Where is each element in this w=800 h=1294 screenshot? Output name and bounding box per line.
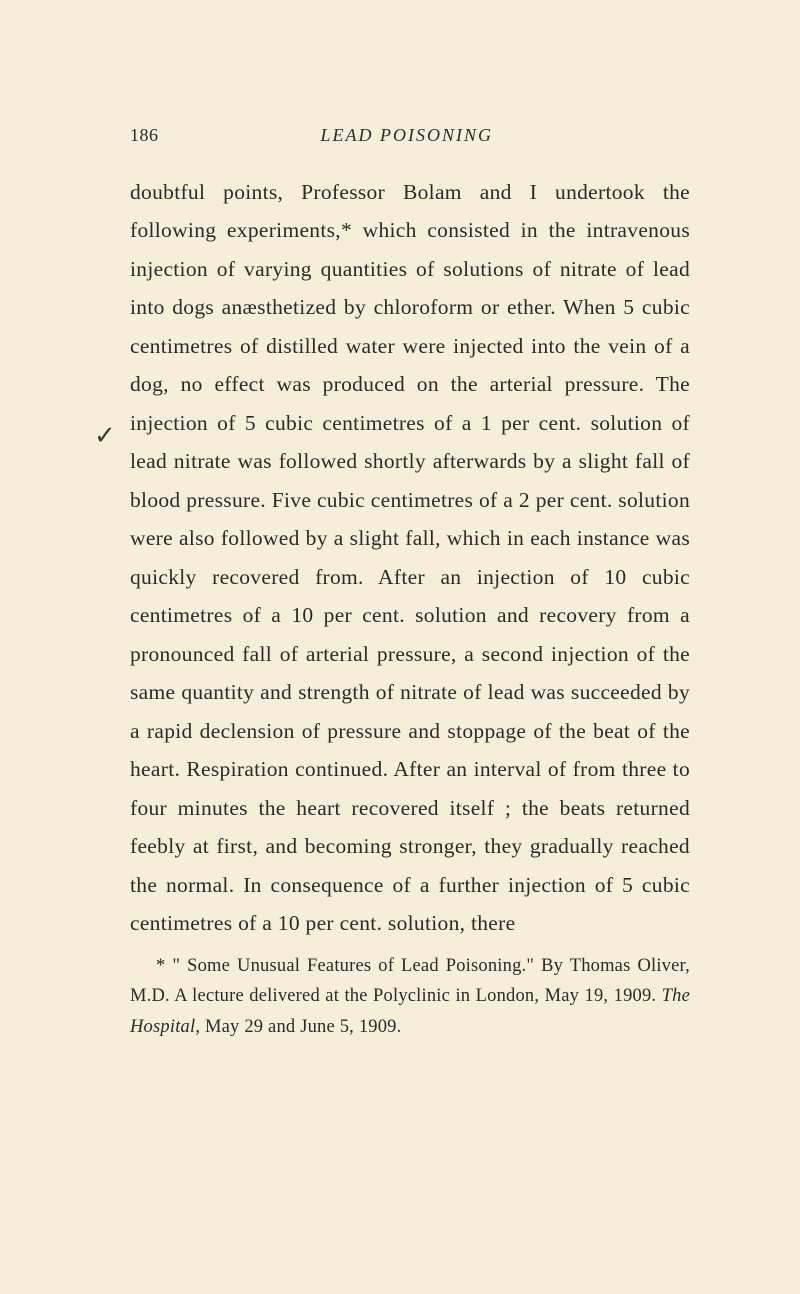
margin-checkmark-icon: ✓	[94, 421, 116, 451]
footnote: * " Some Unusual Features of Lead Poison…	[130, 951, 690, 1043]
footnote-text-2: , May 29 and June 5, 1909.	[195, 1017, 401, 1037]
page-header: 186 LEAD POISONING	[130, 125, 690, 146]
running-title: LEAD POISONING	[124, 125, 691, 146]
footnote-text-1: " Some Unusual Features of Lead Poisonin…	[130, 956, 690, 1007]
page-container: 186 LEAD POISONING doubtful points, Prof…	[0, 0, 800, 1102]
footnote-marker: *	[156, 956, 165, 976]
body-paragraph: doubtful points, Professor Bolam and I u…	[130, 173, 690, 943]
